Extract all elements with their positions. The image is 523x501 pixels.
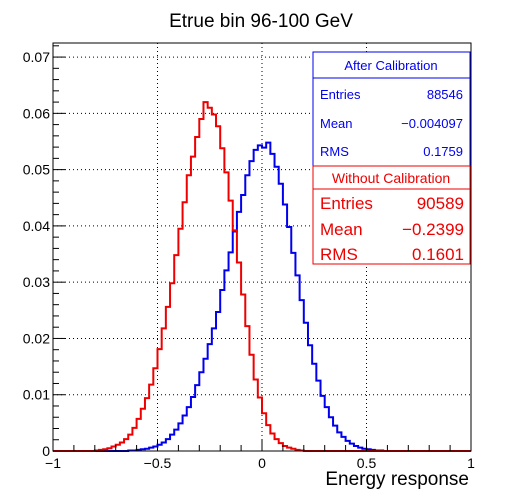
stats-entries-label: Entries [320, 87, 361, 102]
stats-entries-label: Entries [320, 194, 373, 213]
stats-box-title: After Calibration [344, 58, 437, 73]
x-tick-label: −1 [45, 455, 61, 471]
stats-mean-label: Mean [320, 116, 353, 131]
y-tick-label: 0.05 [23, 162, 50, 178]
y-tick-label: 0.02 [23, 330, 50, 346]
stats-rms-value: 0.1759 [423, 144, 463, 159]
x-tick-label: 0.5 [357, 455, 377, 471]
y-tick-label: 0.06 [23, 105, 50, 121]
stats-rms-value: 0.1601 [412, 245, 464, 264]
stats-box-after-calibration: After Calibration Entries 88546 Mean −0.… [312, 51, 471, 169]
x-tick-label: −0.5 [144, 455, 172, 471]
histogram-line-after-calibration [53, 141, 471, 452]
y-tick-label: 0 [42, 443, 50, 459]
y-tick-label: 0.07 [23, 49, 50, 65]
x-axis: −1 −0.5 0 0.5 1 [45, 439, 475, 471]
stats-box-without-calibration: Without Calibration Entries 90589 Mean −… [312, 165, 471, 265]
stats-mean-label: Mean [320, 220, 363, 239]
y-tick-label: 0.01 [23, 387, 50, 403]
stats-rms-label: RMS [320, 245, 358, 264]
x-tick-label: 0 [258, 455, 266, 471]
y-axis: 0 0.01 0.02 0.03 0.04 0.05 0.06 0.07 [23, 45, 65, 459]
x-tick-label: 1 [467, 455, 475, 471]
stats-mean-value: −0.004097 [401, 116, 463, 131]
stats-mean-value: −0.2399 [402, 220, 464, 239]
stats-entries-value: 88546 [427, 87, 463, 102]
y-tick-label: 0.04 [23, 218, 50, 234]
stats-rms-label: RMS [320, 144, 349, 159]
y-tick-label: 0.03 [23, 274, 50, 290]
chart-title: Etrue bin 96-100 GeV [169, 11, 353, 32]
x-axis-label: Energy response [325, 469, 469, 490]
stats-entries-value: 90589 [417, 194, 464, 213]
stats-box-title: Without Calibration [332, 170, 450, 186]
